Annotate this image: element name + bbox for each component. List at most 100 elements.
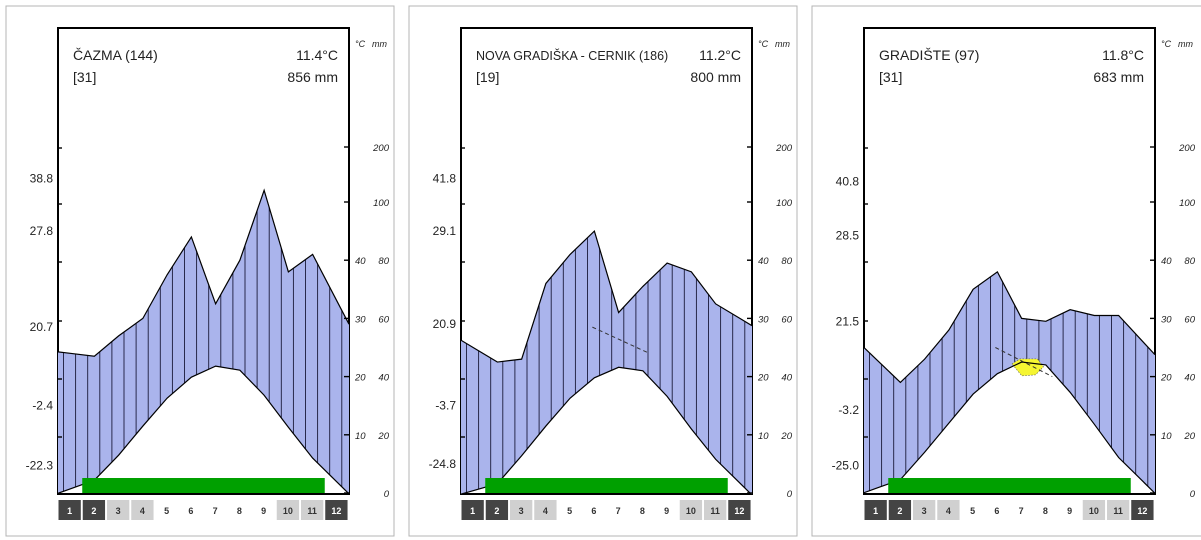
record-years: [31] xyxy=(879,69,902,85)
month-cell xyxy=(58,500,81,520)
humid-hatching xyxy=(466,237,746,493)
month-label: 7 xyxy=(616,506,621,516)
climate-panel-3: GRADIŠTE (97) [31] 11.8°C 683 mm °C mm 4… xyxy=(811,5,1201,537)
temp-axis-label: 30 xyxy=(758,314,769,325)
month-label: 8 xyxy=(640,506,645,516)
month-label: 3 xyxy=(922,506,927,516)
month-cell xyxy=(888,500,912,520)
month-label: 7 xyxy=(1019,506,1024,516)
left-axis-label: 29.1 xyxy=(433,224,457,238)
temp-axis-label: 40 xyxy=(1161,256,1172,267)
month-cell xyxy=(228,500,251,520)
month-label: 9 xyxy=(1067,506,1072,516)
month-label: 5 xyxy=(164,506,169,516)
station-name: GRADIŠTE (97) xyxy=(879,47,979,63)
left-axis: 40.8 28.5 21.5 -3.2 -25.0 xyxy=(832,147,868,472)
left-axis-label: -24.8 xyxy=(429,457,457,471)
month-label: 8 xyxy=(237,506,242,516)
month-cell xyxy=(913,500,936,520)
precip-axis-label: 20 xyxy=(1183,431,1195,442)
record-years: [19] xyxy=(476,69,499,85)
month-label: 2 xyxy=(897,506,902,516)
station-name: ČAZMA (144) xyxy=(73,47,158,63)
temp-axis-label: 40 xyxy=(758,256,769,267)
frost-free-period-bar xyxy=(888,478,1131,493)
month-cell xyxy=(1131,500,1154,520)
record-years: [31] xyxy=(73,69,96,85)
month-label: 12 xyxy=(734,506,744,516)
precip-axis-label: 40 xyxy=(378,373,389,384)
month-label: 7 xyxy=(213,506,218,516)
station-name: NOVA GRADIŠKA - CERNIK (186) xyxy=(476,48,668,63)
precip-axis-label: 200 xyxy=(1178,143,1196,154)
temp-axis-label: 20 xyxy=(1160,373,1172,384)
month-cell xyxy=(204,500,227,520)
humid-period-area xyxy=(461,231,752,494)
month-cell xyxy=(1010,500,1033,520)
dashed-guide-line xyxy=(592,326,650,354)
month-label: 1 xyxy=(470,506,475,516)
annual-temperature: 11.8°C xyxy=(1102,47,1144,63)
precip-axis-label: 40 xyxy=(781,373,792,384)
annual-precipitation: 856 mm xyxy=(287,69,338,85)
temp-axis-label: 30 xyxy=(1161,314,1172,325)
month-label: 4 xyxy=(543,506,548,516)
precip-axis-label: 200 xyxy=(372,143,390,154)
plot-content xyxy=(461,229,752,494)
month-label: 8 xyxy=(1043,506,1048,516)
month-cell xyxy=(864,500,887,520)
month-cell xyxy=(82,500,106,520)
temp-axis-label: 10 xyxy=(758,431,769,442)
annual-temperature: 11.4°C xyxy=(296,47,338,63)
month-cell xyxy=(1034,500,1057,520)
left-axis-label: -2.4 xyxy=(32,399,53,413)
month-cell xyxy=(131,500,154,520)
month-label: 5 xyxy=(567,506,572,516)
month-cell xyxy=(107,500,130,520)
month-label: 10 xyxy=(686,506,696,516)
month-label: 10 xyxy=(283,506,293,516)
precip-axis-label: 60 xyxy=(1184,314,1195,325)
month-cell xyxy=(461,500,484,520)
month-label: 11 xyxy=(710,506,720,516)
month-cell xyxy=(704,500,727,520)
precipitation-line xyxy=(864,270,1155,384)
dashed-guide-line xyxy=(995,347,1053,378)
month-label: 6 xyxy=(994,506,999,516)
month-label: 12 xyxy=(331,506,341,516)
left-axis-label: 40.8 xyxy=(836,175,860,189)
month-strip: 1 2 3 4 5 6 7 8 9 10 11 12 xyxy=(461,500,751,520)
month-cell xyxy=(155,500,178,520)
left-axis-label: 20.7 xyxy=(30,320,54,334)
left-axis-label: 38.8 xyxy=(30,172,54,186)
left-axis-label: -25.0 xyxy=(832,458,860,472)
temp-axis-label: 40 xyxy=(355,256,366,267)
month-cell xyxy=(1058,500,1081,520)
plot-area xyxy=(863,27,1156,495)
frost-free-period-bar xyxy=(485,478,728,493)
climate-panel-1: ČAZMA (144) [31] 11.4°C 856 mm °C mm 38.… xyxy=(5,5,395,537)
left-axis-label: -3.7 xyxy=(435,399,456,413)
left-axis-label: -3.2 xyxy=(838,403,859,417)
month-label: 6 xyxy=(188,506,193,516)
left-axis-label: 28.5 xyxy=(836,228,860,242)
month-cell xyxy=(582,500,606,520)
precip-axis-label: 60 xyxy=(781,314,792,325)
left-axis-label: 21.5 xyxy=(836,314,860,328)
month-label: 4 xyxy=(946,506,951,516)
precip-axis-label: 0 xyxy=(384,489,390,500)
frost-free-period-bar xyxy=(82,478,325,493)
month-label: 10 xyxy=(1089,506,1099,516)
precip-axis-label: 0 xyxy=(1190,489,1196,500)
month-label: 2 xyxy=(91,506,96,516)
precip-axis-label: 0 xyxy=(787,489,793,500)
temp-axis-label: 10 xyxy=(1161,431,1172,442)
left-axis-label: -22.3 xyxy=(26,458,54,472)
temperature-line xyxy=(58,365,349,494)
month-label: 11 xyxy=(1113,506,1123,516)
